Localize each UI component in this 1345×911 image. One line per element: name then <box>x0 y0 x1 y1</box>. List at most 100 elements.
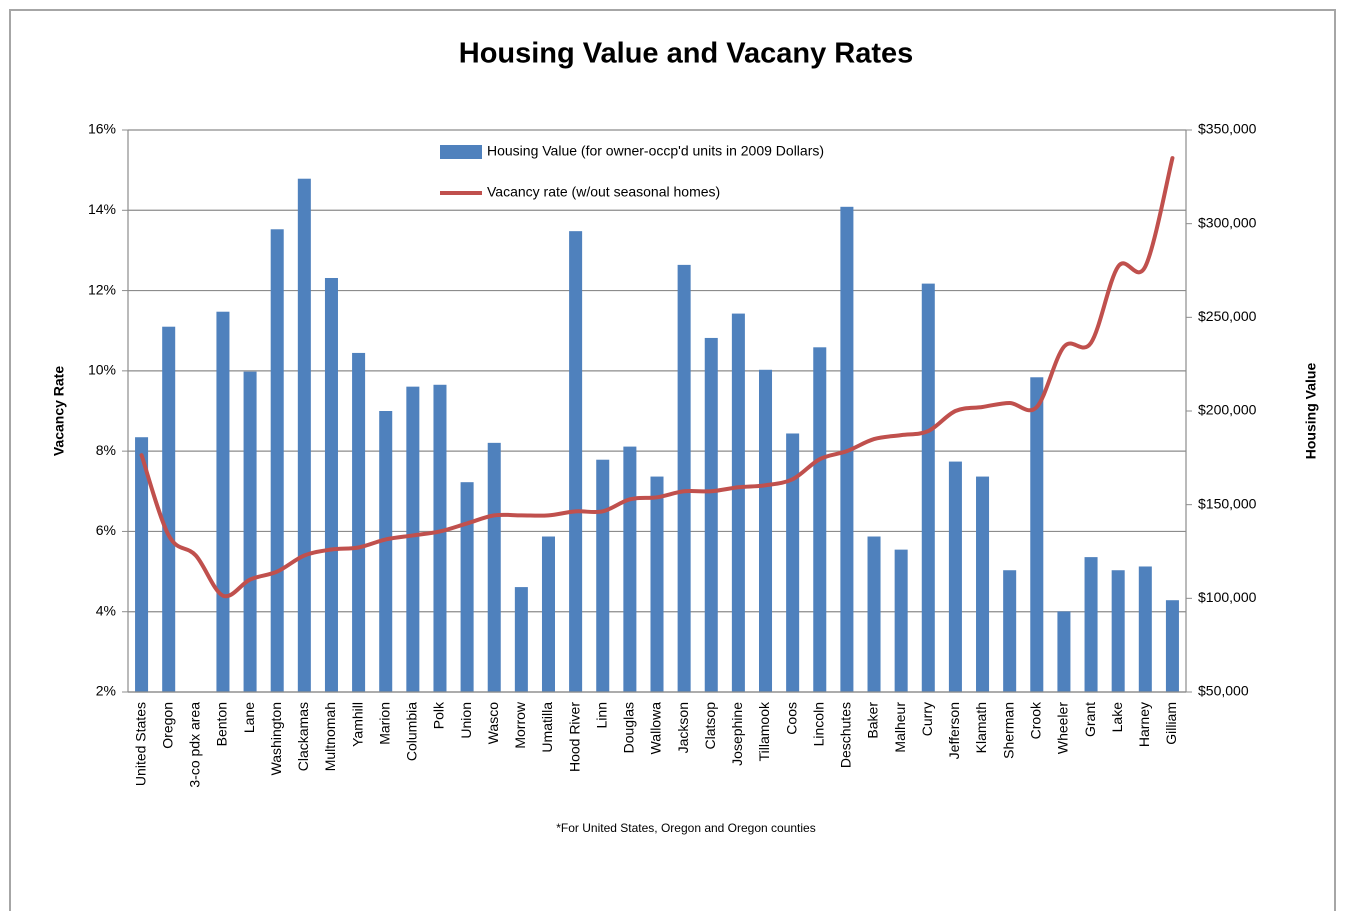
x-tick-label: Gilliam <box>1163 702 1179 745</box>
x-tick-label: Douglas <box>621 702 637 753</box>
bar <box>894 549 908 692</box>
y-tick-label: 8% <box>96 442 116 458</box>
bar <box>1111 570 1125 692</box>
bar <box>569 231 583 692</box>
chart-title: Housing Value and Vacany Rates <box>459 38 914 70</box>
x-tick-label: Oregon <box>159 702 175 749</box>
x-tick-label: Harney <box>1136 702 1152 747</box>
bar <box>514 587 528 692</box>
bar <box>487 442 501 692</box>
x-tick-label: Malheur <box>892 702 908 753</box>
y2-axis-title: Housing Value <box>1303 363 1319 460</box>
x-tick-label: Grant <box>1082 702 1098 737</box>
bar <box>759 369 773 692</box>
x-tick-label: Deschutes <box>838 702 854 768</box>
bar <box>786 433 800 692</box>
y-tick-label: 14% <box>88 201 116 217</box>
x-tick-label: United States <box>132 702 148 786</box>
x-tick-label: 3-co pdx area <box>187 702 203 788</box>
x-tick-label: Multnomah <box>322 702 338 771</box>
y2-tick-label: $150,000 <box>1198 495 1257 511</box>
bar <box>596 459 610 692</box>
bar <box>704 337 718 692</box>
bar <box>324 277 338 692</box>
x-tick-label: Marion <box>376 702 392 745</box>
frame <box>9 9 1336 911</box>
bar <box>460 482 474 692</box>
y-tick-label: 12% <box>88 281 116 297</box>
x-tick-label: Lake <box>1109 702 1125 733</box>
bar <box>433 384 447 692</box>
x-tick-label: Wallowa <box>648 702 664 755</box>
bar <box>1138 566 1152 692</box>
x-tick-label: Crook <box>1027 701 1043 739</box>
x-tick-label: Clatsop <box>702 702 718 750</box>
x-tick-label: Yamhill <box>349 702 365 747</box>
x-tick-label: Columbia <box>404 702 420 761</box>
legend-swatch <box>440 145 482 159</box>
x-tick-label: Polk <box>431 701 447 729</box>
bar <box>1057 611 1071 692</box>
y-tick-label: 6% <box>96 522 116 538</box>
bar <box>379 411 393 692</box>
bar <box>1003 570 1017 692</box>
bar <box>406 386 420 692</box>
y-tick-label: 16% <box>88 121 116 137</box>
x-tick-label: Wasco <box>485 702 501 744</box>
legend-label: Vacancy rate (w/out seasonal homes) <box>487 184 720 200</box>
bar <box>297 178 311 692</box>
bar <box>135 437 149 692</box>
x-tick-label: Linn <box>593 702 609 728</box>
x-tick-label: Sherman <box>1000 702 1016 759</box>
x-tick-label: Jackson <box>675 702 691 753</box>
x-tick-label: Josephine <box>729 702 745 766</box>
y-axis-title: Vacancy Rate <box>51 366 67 456</box>
y-tick-label: 2% <box>96 683 116 699</box>
y2-tick-label: $50,000 <box>1198 683 1249 699</box>
bar <box>243 371 257 692</box>
bar <box>867 536 881 692</box>
bar <box>216 311 230 692</box>
bar <box>976 476 990 692</box>
bar <box>731 313 745 692</box>
x-tick-label: Klamath <box>973 702 989 753</box>
x-tick-label: Lane <box>241 702 257 733</box>
x-tick-label: Coos <box>783 702 799 735</box>
y2-tick-label: $300,000 <box>1198 214 1257 230</box>
x-tick-label: Baker <box>865 702 881 739</box>
bar <box>1030 377 1044 692</box>
x-tick-label: Union <box>458 702 474 739</box>
x-tick-label: Curry <box>919 702 935 736</box>
bar <box>813 347 827 692</box>
y-tick-label: 10% <box>88 362 116 378</box>
x-tick-label: Benton <box>214 702 230 746</box>
x-tick-label: Morrow <box>512 701 528 749</box>
bar <box>921 283 935 692</box>
bar <box>623 446 637 692</box>
bar <box>162 326 176 692</box>
y-tick-label: 4% <box>96 602 116 618</box>
footnote: *For United States, Oregon and Oregon co… <box>556 821 815 835</box>
x-tick-label: Lincoln <box>810 702 826 746</box>
x-tick-label: Tillamook <box>756 701 772 761</box>
line <box>139 156 1175 599</box>
x-tick-label: Umatilla <box>539 702 555 753</box>
x-tick-label: Hood River <box>566 702 582 772</box>
bar <box>948 461 962 692</box>
y2-tick-label: $350,000 <box>1198 121 1257 137</box>
x-tick-label: Wheeler <box>1055 702 1071 754</box>
legend-label: Housing Value (for owner-occp'd units in… <box>487 143 824 159</box>
x-tick-label: Jefferson <box>946 702 962 759</box>
bar <box>1084 557 1098 692</box>
x-tick-label: Washington <box>268 702 284 775</box>
y2-tick-label: $100,000 <box>1198 589 1257 605</box>
y2-tick-label: $200,000 <box>1198 402 1257 418</box>
bar <box>650 476 664 692</box>
bar <box>270 229 284 692</box>
bar <box>1165 600 1179 692</box>
bar <box>541 536 555 692</box>
bar <box>352 352 366 692</box>
x-tick-label: Clackamas <box>295 702 311 771</box>
bar <box>677 264 691 692</box>
